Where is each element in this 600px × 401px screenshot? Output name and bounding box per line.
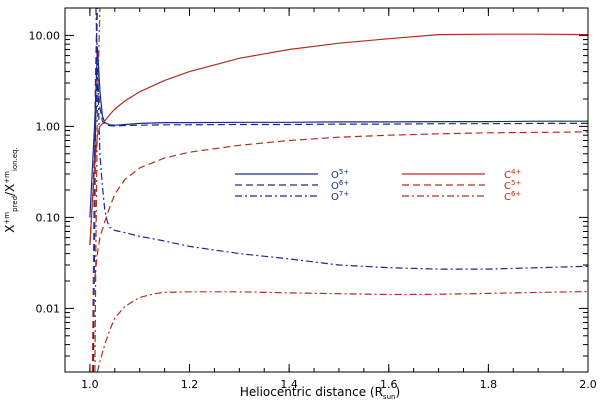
x-tick-label: 2.0 xyxy=(579,378,597,391)
series-line-c5plus xyxy=(94,131,588,278)
series-line-o7plus xyxy=(95,8,588,270)
series-line-o5plus xyxy=(89,46,588,218)
series-layer xyxy=(89,8,588,372)
y-tick-label: 0.01 xyxy=(36,302,61,315)
legend-label-c6plus: C6+ xyxy=(504,190,521,203)
series-line-c4plus xyxy=(89,33,588,245)
y-tick-label: 1.00 xyxy=(36,120,61,133)
series-line-c6plus xyxy=(96,291,588,372)
axis-layer: 1.0 1.2 1.4 1.6 1.8 2.0 0.01 0.10 1.00 10.00 xyxy=(29,7,597,391)
legend-label-o5plus: O5+ xyxy=(331,168,349,181)
x-axis-title: Heliocentric distance (Rsun) xyxy=(240,385,400,401)
x-tick-label: 1.6 xyxy=(380,378,398,391)
legend: O5+O6+O7+ C4+C5+C6+ xyxy=(235,168,521,203)
legend-label-o7plus: O7+ xyxy=(331,190,349,203)
y-tick-label: 0.10 xyxy=(36,211,61,224)
x-tick-label: 1.8 xyxy=(480,378,498,391)
x-tick-label: 1.4 xyxy=(280,378,298,391)
series-line-steep-3 xyxy=(94,8,101,372)
legend-label-c4plus: C4+ xyxy=(504,168,521,181)
legend-label-o6plus: O6+ xyxy=(331,179,349,192)
x-tick-label: 1.0 xyxy=(81,378,99,391)
x-tick-label: 1.2 xyxy=(181,378,199,391)
y-axis-title: X+mpred/X+mion.eq. xyxy=(3,147,19,233)
legend-label-c5plus: C5+ xyxy=(504,179,521,192)
series-line-o6plus xyxy=(89,76,588,245)
y-tick-label: 10.00 xyxy=(29,29,61,42)
